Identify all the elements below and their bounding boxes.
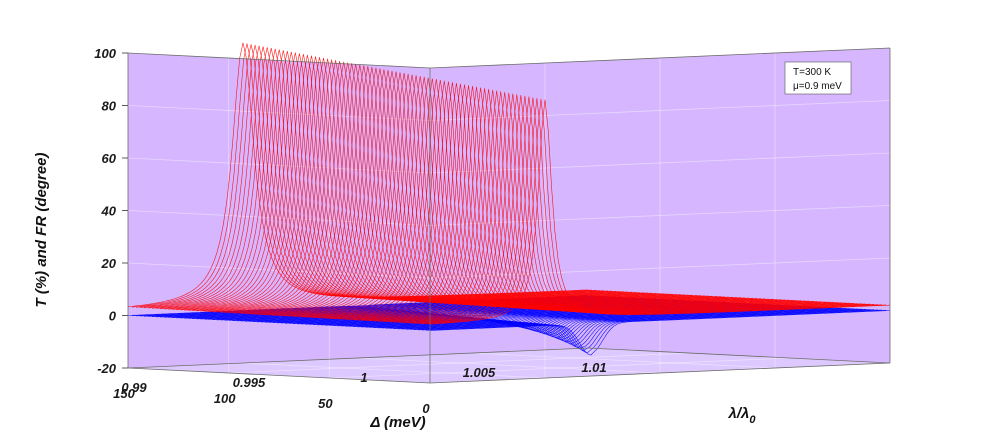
red-surface-line [321, 79, 782, 319]
blue-surface-line [385, 308, 846, 339]
red-surface-line [385, 91, 846, 322]
axis-edge [127, 347, 589, 369]
red-surface-line [345, 83, 806, 320]
red-surface-line [361, 86, 822, 321]
blue-surface-line [393, 308, 854, 341]
red-surface-line [365, 87, 826, 321]
blue-surface-line [389, 308, 850, 339]
blue-surface-line [405, 309, 866, 345]
axis-edge [127, 367, 431, 384]
red-surface-line [413, 96, 874, 324]
z-tick-label: 100 [94, 46, 116, 61]
axis-edge [127, 52, 431, 69]
red-surface-line [389, 92, 850, 323]
red-surface-line [421, 98, 882, 324]
red-surface-line [224, 60, 685, 313]
red-surface-line [216, 59, 677, 313]
lambda-tick-label: 0.995 [233, 375, 266, 390]
axes-edges [127, 47, 891, 384]
floor-pane [128, 348, 890, 383]
red-surface-line [397, 93, 858, 323]
red-surface-line [429, 99, 891, 325]
red-surface-line [393, 92, 854, 323]
red-surface-line [381, 90, 842, 322]
blue-surface-line [409, 309, 870, 347]
red-surface-line [313, 77, 774, 318]
red-surface-line [377, 89, 838, 322]
z-tick-label: 80 [102, 99, 117, 114]
z-tick-label: 0 [109, 309, 117, 324]
blue-surface-line [397, 308, 858, 342]
y-axis-label: λ/λ0 [728, 405, 757, 426]
red-surface-line [373, 89, 834, 322]
red-surface-line [127, 42, 589, 308]
z-axis-label: T (%) and FR (degree) [33, 152, 50, 307]
red-surface-line [409, 95, 870, 324]
axis-edge [587, 347, 891, 364]
z-tick-label: 40 [101, 204, 117, 219]
lambda-tick-label: 0.99 [121, 380, 147, 395]
red-surface-line [425, 98, 887, 325]
axis-edge [429, 362, 891, 384]
legend-box: T=300 K μ=0.9 meV [784, 61, 852, 95]
x-axis-label: Δ (meV) [369, 414, 425, 431]
delta-tick-label: 150 [113, 386, 135, 401]
lambda-tick-label: 1.01 [581, 360, 606, 375]
blue-surface-line [429, 310, 891, 356]
axes-panes [128, 48, 890, 383]
blue-surface-line [381, 307, 842, 337]
blue-surface-line [421, 309, 882, 352]
lambda-tick-label: 1.005 [463, 365, 496, 380]
surface-meshes [127, 42, 891, 356]
red-surface-line [357, 86, 818, 321]
z-tick-label: 20 [101, 256, 117, 271]
z-tick-label: 60 [102, 151, 117, 166]
red-surface-line [329, 80, 790, 319]
axis-edge [429, 47, 891, 69]
legend-mu: μ=0.9 meV [793, 81, 842, 92]
blue-surface-line [425, 310, 887, 354]
red-surface-line [417, 97, 878, 324]
delta-tick-label: 100 [214, 391, 236, 406]
blue-surface-line [417, 309, 878, 350]
blue-surface-line [401, 308, 862, 343]
z-tick-label: -20 [97, 361, 117, 376]
blue-surface-line [413, 309, 874, 348]
red-surface-line [192, 54, 653, 311]
lambda-tick-label: 1 [360, 370, 367, 385]
blue-surface-line [377, 307, 838, 336]
legend-temperature: T=300 K [793, 67, 831, 78]
delta-tick-label: 0 [422, 401, 430, 416]
red-surface-line [349, 84, 810, 320]
tick-labels: -20 0 20 40 60 80 100 150 100 50 0 0.99 0.995 1 1.005 1… [94, 46, 606, 416]
delta-tick-label: 50 [318, 396, 333, 411]
red-surface-line [401, 94, 862, 323]
red-surface-line [305, 76, 766, 318]
